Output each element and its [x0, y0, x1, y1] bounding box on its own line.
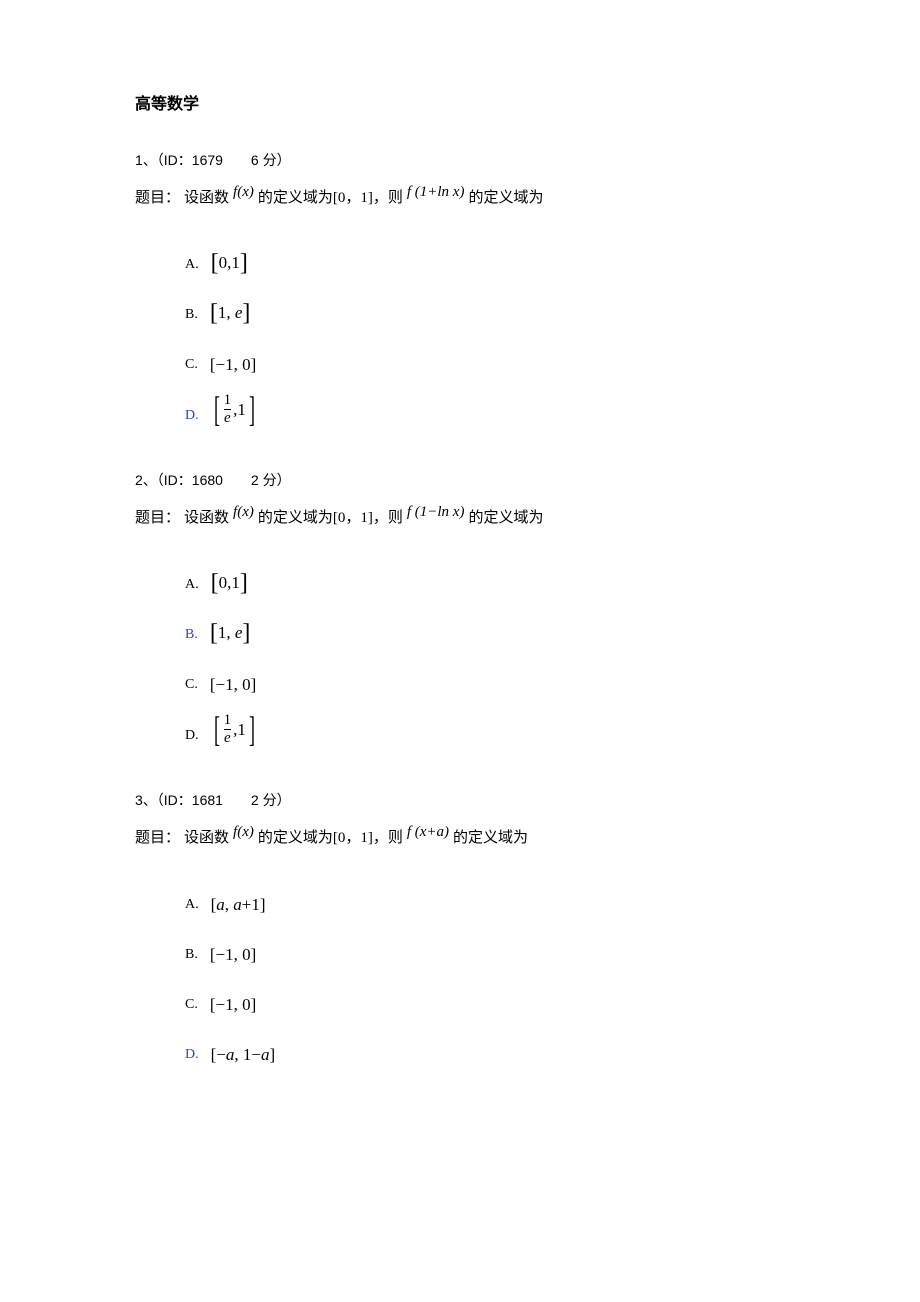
question-header: 2、（ID：1680 2 分） — [135, 470, 785, 490]
stem-math: f(x) — [229, 816, 258, 849]
option-letter: A. — [185, 897, 199, 915]
stem-text: 的定义域为[0，1]，则 — [258, 182, 403, 215]
stem-text: 设函数 — [184, 502, 229, 535]
stem-label: 题目： — [135, 822, 180, 855]
question-stem: 题目：设函数f(x)的定义域为[0，1]，则f (1−ln x)的定义域为 — [135, 502, 785, 535]
stem-math: f (x+a) — [403, 816, 453, 849]
stem-text: 的定义域为 — [468, 182, 543, 215]
stem-label: 题目： — [135, 182, 180, 215]
options-list: A. [a, a+1] B. [−1, 0] C. [−1, 0] D. [−a, 1−a] — [135, 883, 785, 1065]
page-title: 高等数学 — [135, 90, 785, 114]
stem-text: 的定义域为 — [468, 502, 543, 535]
option-item: B. [1, e] — [185, 613, 785, 645]
option-item: D. [1e,1] — [185, 393, 785, 426]
question-block: 2、（ID：1680 2 分） 题目：设函数f(x)的定义域为[0，1]，则f (… — [135, 470, 785, 746]
options-list: A. [0,1] B. [1, e] C. [−1, 0] D. [1e,1] — [135, 243, 785, 426]
option-value: [−a, 1−a] — [211, 1045, 276, 1065]
option-item: A. [a, a+1] — [185, 883, 785, 915]
option-letter: C. — [185, 997, 198, 1015]
option-letter: C. — [185, 357, 198, 375]
option-item: C. [−1, 0] — [185, 983, 785, 1015]
option-letter: C. — [185, 677, 198, 695]
option-value: [−1, 0] — [210, 355, 256, 375]
option-letter: B. — [185, 307, 198, 325]
stem-math: f(x) — [229, 496, 258, 529]
stem-label: 题目： — [135, 502, 180, 535]
question-block: 1、（ID：1679 6 分） 题目：设函数f(x)的定义域为[0，1]，则f (… — [135, 150, 785, 426]
stem-math: f (1−ln x) — [403, 496, 469, 529]
stem-math: f (1+ln x) — [403, 176, 469, 209]
stem-text: 设函数 — [184, 822, 229, 855]
option-value: [1e,1] — [211, 393, 258, 426]
option-letter: D. — [185, 408, 199, 426]
question-header: 3、（ID：1681 2 分） — [135, 790, 785, 810]
option-item: C. [−1, 0] — [185, 343, 785, 375]
option-value: [1, e] — [210, 618, 251, 645]
question-stem: 题目：设函数f(x)的定义域为[0，1]，则f (1+ln x)的定义域为 — [135, 182, 785, 215]
option-value: [−1, 0] — [210, 945, 256, 965]
stem-text: 设函数 — [184, 182, 229, 215]
option-value: [0,1] — [211, 568, 248, 595]
option-value: [1, e] — [210, 298, 251, 325]
stem-text: 的定义域为[0，1]，则 — [258, 502, 403, 535]
option-letter: D. — [185, 1047, 199, 1065]
stem-math: f(x) — [229, 176, 258, 209]
option-letter: B. — [185, 947, 198, 965]
option-value: [−1, 0] — [210, 995, 256, 1015]
stem-text: 的定义域为[0，1]，则 — [258, 822, 403, 855]
option-item: A. [0,1] — [185, 563, 785, 595]
option-value: [1e,1] — [211, 713, 258, 746]
question-stem: 题目：设函数f(x)的定义域为[0，1]，则f (x+a)的定义域为 — [135, 822, 785, 855]
option-letter: D. — [185, 728, 199, 746]
options-list: A. [0,1] B. [1, e] C. [−1, 0] D. [1e,1] — [135, 563, 785, 746]
option-value: [−1, 0] — [210, 675, 256, 695]
option-item: B. [1, e] — [185, 293, 785, 325]
option-letter: A. — [185, 257, 199, 275]
option-value: [a, a+1] — [211, 895, 266, 915]
option-letter: B. — [185, 627, 198, 645]
option-item: C. [−1, 0] — [185, 663, 785, 695]
option-item: D. [1e,1] — [185, 713, 785, 746]
option-item: B. [−1, 0] — [185, 933, 785, 965]
option-value: [0,1] — [211, 248, 248, 275]
option-item: A. [0,1] — [185, 243, 785, 275]
question-block: 3、（ID：1681 2 分） 题目：设函数f(x)的定义域为[0，1]，则f (… — [135, 790, 785, 1065]
question-header: 1、（ID：1679 6 分） — [135, 150, 785, 170]
questions-list: 1、（ID：1679 6 分）题目：设函数f(x)的定义域为[0，1]，则f (… — [135, 150, 785, 1065]
option-letter: A. — [185, 577, 199, 595]
option-item: D. [−a, 1−a] — [185, 1033, 785, 1065]
stem-text: 的定义域为 — [453, 822, 528, 855]
